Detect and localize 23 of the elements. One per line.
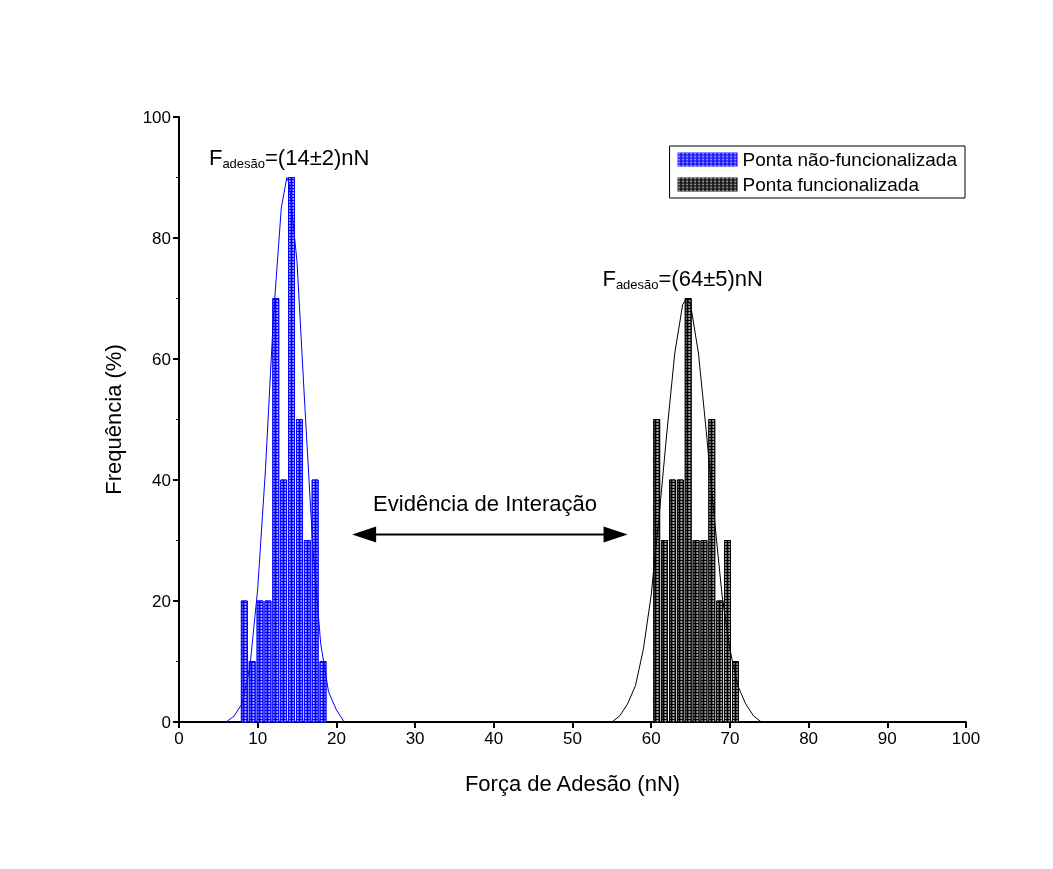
y-tick-label: 100	[142, 107, 171, 127]
x-tick-label: 40	[484, 729, 504, 748]
x-tick-label: 20	[326, 729, 346, 748]
x-tick-label: 60	[641, 729, 661, 748]
x-tick-label: 30	[405, 729, 425, 748]
y-tick-label: 80	[152, 228, 171, 248]
x-tick-label: 90	[877, 729, 897, 748]
y-axis-title: Frequência (%)	[100, 344, 126, 495]
x-tick-label: 50	[563, 729, 582, 748]
y-tick-label: 40	[152, 470, 171, 490]
y-tick-label: 20	[152, 591, 171, 611]
legend-label: Ponta não-funcionalizada	[742, 149, 958, 170]
line-series	[225, 177, 345, 723]
x-tick-label: 0	[174, 729, 184, 748]
x-tick-label: 100	[951, 729, 981, 748]
x-tick-label: 10	[248, 729, 268, 748]
y-tick-label: 0	[161, 712, 171, 732]
annotation: Evidência de Interação	[373, 490, 597, 516]
x-tick-label: 70	[720, 729, 740, 748]
legend-label: Ponta funcionalizada	[742, 174, 920, 195]
x-tick-label: 80	[799, 729, 819, 748]
x-axis-title: Força de Adesão (nN)	[464, 770, 681, 796]
y-tick-label: 60	[152, 349, 171, 369]
